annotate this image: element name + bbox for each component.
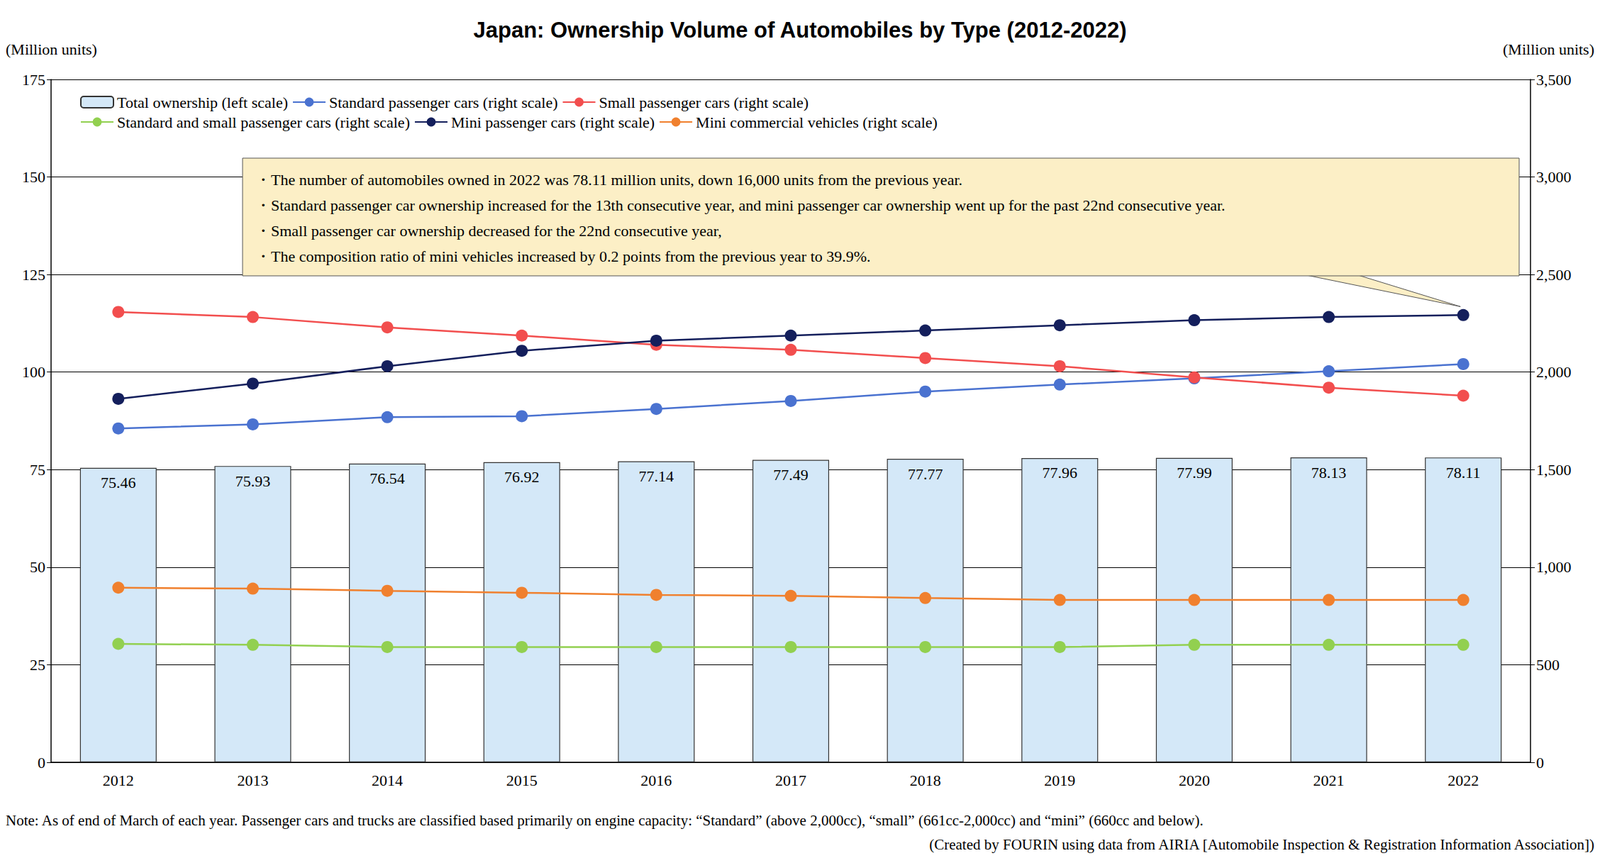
svg-text:2,500: 2,500: [1536, 265, 1572, 284]
svg-text:Total ownership (left scale): Total ownership (left scale): [117, 93, 288, 112]
svg-text:(Million units): (Million units): [5, 40, 98, 59]
svg-text:78.13: 78.13: [1311, 463, 1347, 482]
svg-text:・The number of automobiles own: ・The number of automobiles owned in 2022…: [255, 170, 963, 189]
svg-text:2012: 2012: [102, 771, 135, 790]
svg-text:2020: 2020: [1178, 771, 1210, 790]
svg-text:100: 100: [21, 363, 46, 381]
svg-text:2022: 2022: [1447, 771, 1479, 790]
svg-text:77.99: 77.99: [1176, 463, 1213, 482]
svg-text:Mini passenger cars (right sca: Mini passenger cars (right scale): [451, 113, 655, 132]
svg-text:75: 75: [29, 460, 46, 479]
svg-text:2021: 2021: [1313, 771, 1345, 790]
svg-text:78.11: 78.11: [1446, 463, 1481, 482]
svg-text:Small passenger cars (right sc: Small passenger cars (right scale): [599, 93, 810, 112]
svg-text:2018: 2018: [909, 771, 942, 790]
svg-text:2014: 2014: [371, 771, 403, 790]
svg-text:50: 50: [29, 558, 46, 576]
svg-text:2019: 2019: [1043, 771, 1076, 790]
svg-text:125: 125: [21, 265, 46, 284]
svg-text:77.49: 77.49: [773, 465, 809, 484]
svg-text:2017: 2017: [775, 771, 807, 790]
svg-text:77.77: 77.77: [907, 465, 944, 483]
svg-text:Japan: Ownership Volume of Aut: Japan: Ownership Volume of Automobiles b…: [473, 17, 1127, 43]
svg-text:25: 25: [29, 656, 46, 674]
svg-text:150: 150: [21, 168, 46, 186]
svg-text:Standard passenger cars (right: Standard passenger cars (right scale): [329, 93, 559, 112]
svg-text:2015: 2015: [506, 771, 538, 790]
svg-text:175: 175: [21, 70, 46, 89]
svg-text:75.93: 75.93: [235, 472, 271, 491]
svg-text:・Small passenger car ownership: ・Small passenger car ownership decreased…: [255, 221, 722, 240]
svg-text:2013: 2013: [236, 771, 269, 790]
svg-text:・Standard passenger car owners: ・Standard passenger car ownership increa…: [255, 196, 1226, 215]
svg-text:500: 500: [1536, 656, 1560, 674]
svg-text:・The composition ratio of mini: ・The composition ratio of mini vehicles …: [255, 247, 871, 266]
svg-text:0: 0: [1536, 753, 1544, 772]
svg-text:1,000: 1,000: [1536, 558, 1572, 576]
svg-text:2,000: 2,000: [1536, 363, 1572, 381]
svg-text:0: 0: [37, 753, 46, 772]
svg-text:77.14: 77.14: [639, 467, 675, 486]
svg-text:1,500: 1,500: [1536, 460, 1572, 479]
svg-text:76.54: 76.54: [369, 469, 405, 488]
svg-text:75.46: 75.46: [100, 473, 137, 492]
svg-text:(Created by FOURIN using data: (Created by FOURIN using data from AIRIA…: [929, 836, 1595, 854]
svg-text:Note: As of end of March of ea: Note: As of end of March of each year. P…: [5, 812, 1204, 830]
svg-text:3,000: 3,000: [1536, 168, 1572, 186]
svg-text:2016: 2016: [640, 771, 672, 790]
svg-text:(Million units): (Million units): [1502, 40, 1595, 59]
svg-text:76.92: 76.92: [504, 468, 540, 486]
svg-text:3,500: 3,500: [1536, 70, 1572, 89]
svg-text:Standard and small passenger c: Standard and small passenger cars (right…: [117, 113, 410, 132]
svg-text:Mini commercial vehicles (righ: Mini commercial vehicles (right scale): [695, 113, 938, 132]
svg-text:77.96: 77.96: [1042, 463, 1079, 482]
